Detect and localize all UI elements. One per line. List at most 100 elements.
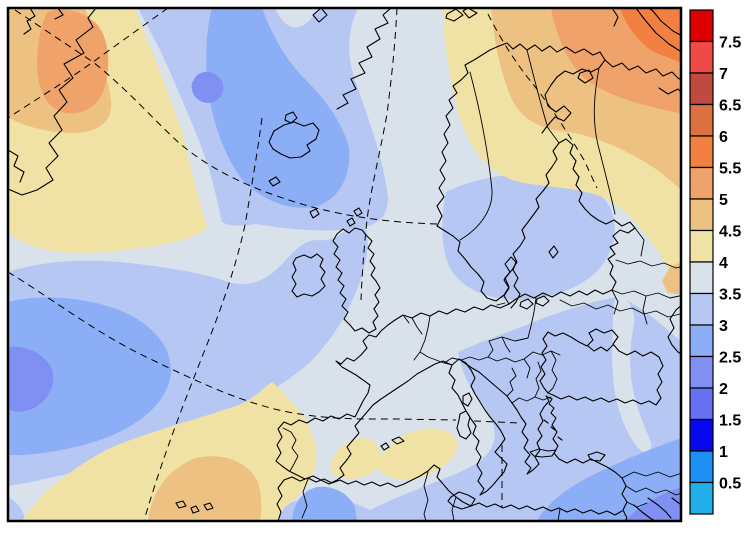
- border-benelux-2: [402, 314, 410, 324]
- coastline-adriatic-head: [458, 358, 480, 373]
- coastline-sardinia: [456, 410, 472, 440]
- coastline-denmark-jutland: [503, 256, 521, 309]
- border-libya-egypt: [557, 508, 561, 521]
- border-hungary-croatia: [523, 358, 531, 379]
- border-norway-sweden: [459, 71, 493, 241]
- border-austria-hungary: [487, 356, 525, 363]
- map-frame: [6, 6, 683, 523]
- colorbar-segment-2-2.5: [689, 355, 714, 389]
- contour-region-greenland-orange-core: [37, 9, 109, 114]
- border-benelux-1: [411, 317, 423, 335]
- border-switzerland-italy: [443, 362, 453, 366]
- colorbar-tick-label: 4.5: [719, 224, 741, 241]
- colorbar-segment-5.5-6: [689, 135, 714, 169]
- map-area: [8, 8, 681, 521]
- contour-region-atlantic-mediumblue-core: [8, 346, 54, 412]
- coastline-north-africa-coast: [283, 464, 623, 516]
- colorbar-tick-label: 3: [719, 318, 728, 335]
- colorbar-tick-label: 7.5: [719, 35, 741, 52]
- coastline-canary-3: [203, 502, 214, 511]
- colorbar-tick-label: 2: [719, 381, 728, 398]
- border-carpathian-border: [523, 350, 561, 360]
- coastline-svalbard-coast: [336, 8, 392, 110]
- colorbar-tick-label: 1: [719, 444, 728, 461]
- contour-region-secorner-lightblue: [537, 438, 681, 521]
- coastline-germany-netherlands-coast: [380, 303, 510, 332]
- colorbar-segment-7-7.5: [689, 40, 714, 74]
- contour-regions: [8, 8, 681, 521]
- coastline-aegean-islet-2: [557, 436, 563, 441]
- contour-region-alboran-lightblue: [292, 486, 357, 521]
- border-bulgaria-greece: [511, 396, 552, 404]
- coastline-aegean-islet-1: [550, 426, 556, 431]
- coastline-red-sea-1: [633, 504, 656, 521]
- colorbar-segment-gt-7.5: [689, 9, 714, 43]
- border-israel-jordan: [626, 501, 648, 508]
- coastline-bothnia-finland-coast: [558, 138, 636, 229]
- colorbar-tick-label: 2.5: [719, 350, 741, 367]
- contour-region-right-edge-tan-patch: [662, 262, 681, 295]
- coastline-bosphorus-marmara: [545, 395, 555, 414]
- coastline-france-iberia-coast: [275, 330, 453, 485]
- coastline-gotland: [548, 245, 559, 259]
- coastline-great-britain: [332, 227, 381, 334]
- coastline-greenland-inner: [8, 149, 25, 183]
- colorbar-segment-5-5.5: [689, 166, 714, 200]
- colorbar-segment-3.5-4: [689, 261, 714, 295]
- coastline-novaya-zemlya-east: [648, 8, 681, 36]
- coastline-canary-2: [190, 505, 200, 514]
- coastline-greenland-fjord-1: [23, 8, 36, 35]
- coastline-caspian-shore: [667, 304, 681, 355]
- border-czech-slovakia: [501, 336, 511, 353]
- colorbar-tick-label: 3.5: [719, 287, 741, 304]
- border-romania-moldova: [547, 350, 558, 394]
- colorbar-segment-4.5-5: [689, 198, 714, 232]
- colorbar-segment-lt-0.5: [689, 481, 714, 515]
- contour-region-atlantic-lightblue: [8, 297, 171, 456]
- colorbar-segment-3-3.5: [689, 292, 714, 326]
- coastline-balkan-greece-coast: [478, 371, 550, 475]
- coastline-canary-1: [175, 500, 187, 509]
- border-belarus-vertical-1: [611, 289, 619, 315]
- colorbar-segment-4-4.5: [689, 229, 714, 263]
- colorbar-tick-label: 6: [719, 129, 728, 146]
- coastline-levant-coast: [558, 458, 628, 521]
- border-alps-austria-chain: [443, 356, 489, 364]
- contour-region-baltic-periwinkle: [442, 173, 615, 300]
- graticule-parallel-south: [8, 271, 457, 421]
- border-france-switzerland: [419, 351, 445, 364]
- coastline-greenland-fjord-2: [54, 8, 64, 20]
- border-germany-poland: [527, 297, 537, 339]
- coastline-ireland: [291, 253, 326, 298]
- graticule-meridian-west: [143, 117, 263, 521]
- coastline-ne-fragment: [611, 8, 619, 27]
- coastline-arctic-island: [312, 8, 328, 23]
- coastlines: [8, 8, 681, 521]
- coastline-balearic-2: [380, 442, 390, 451]
- coastline-norway-north-coast: [506, 42, 558, 53]
- colorbar-segment-1.5-2: [689, 387, 714, 421]
- border-germany-france: [413, 315, 431, 361]
- border-belarus-vertical-2: [642, 295, 648, 325]
- coastline-greenland-east-coast: [8, 8, 97, 196]
- contour-region-southeast-periwinkle: [250, 297, 681, 521]
- coastline-iceland-islet: [284, 111, 298, 124]
- contour-region-secorner-mediumblue: [626, 487, 681, 521]
- coastline-svalbard-island-1: [445, 8, 464, 22]
- colorbar-tick-label: 4: [719, 255, 728, 272]
- border-morocco-algeria: [301, 478, 309, 519]
- coastline-denmark-island-1: [519, 298, 534, 310]
- coastline-crete: [529, 448, 557, 458]
- coastline-faroe: [309, 208, 320, 219]
- contour-region-bottomleft-periwinkle-wedge: [8, 497, 26, 521]
- contour-region-morocco-tan-core: [148, 456, 262, 521]
- colorbar-tick-label: 0.5: [719, 476, 741, 493]
- colorbar-segment-6-6.5: [689, 103, 714, 137]
- contour-region-tunisia-cream: [378, 428, 458, 480]
- graticule-parallel-south-east: [473, 420, 521, 424]
- coastline-red-sea-2: [647, 497, 672, 519]
- coastline-kola-white-sea: [541, 46, 606, 134]
- coastline-norway-west-coast: [436, 42, 508, 227]
- coastline-baltic-east-coast: [607, 227, 636, 291]
